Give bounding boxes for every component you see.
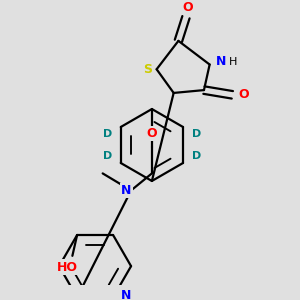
Text: O: O bbox=[147, 127, 157, 140]
Text: D: D bbox=[192, 152, 201, 161]
Text: D: D bbox=[103, 152, 112, 161]
Text: N: N bbox=[216, 55, 226, 68]
Text: HO: HO bbox=[57, 261, 78, 274]
Text: N: N bbox=[121, 289, 131, 300]
Text: O: O bbox=[183, 1, 193, 14]
Text: S: S bbox=[143, 63, 152, 76]
Text: O: O bbox=[238, 88, 249, 101]
Text: D: D bbox=[192, 129, 201, 139]
Text: N: N bbox=[121, 184, 131, 197]
Text: D: D bbox=[103, 129, 112, 139]
Text: H: H bbox=[229, 57, 238, 67]
